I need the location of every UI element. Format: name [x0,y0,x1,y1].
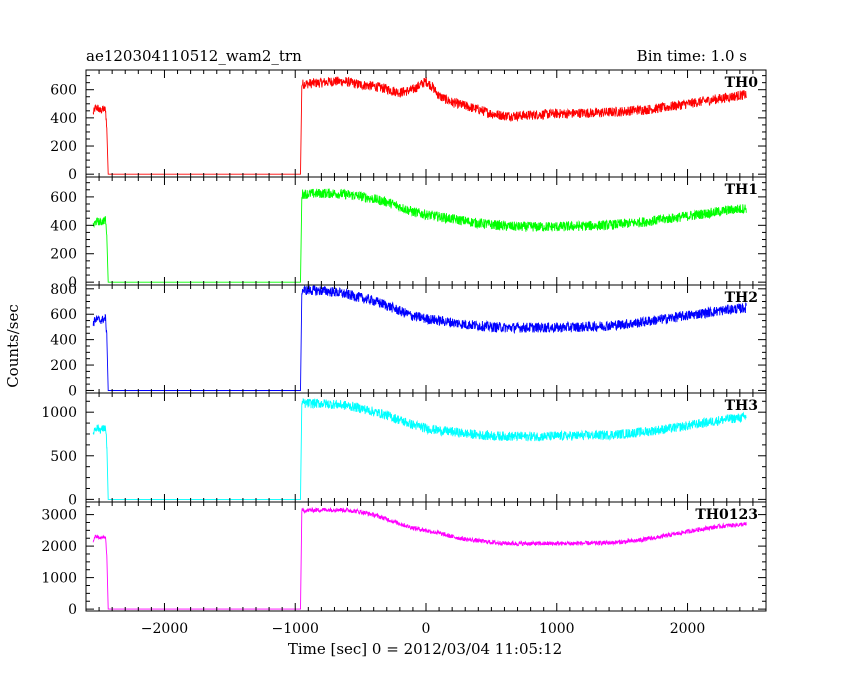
panel-th2: 0 200 400 600 800 TH2 [50,282,767,399]
y-tick-label: 400 [50,333,77,349]
series-line-th1 [92,188,747,283]
x-tick-label: 2000 [670,621,706,637]
series-line-th0 [92,76,747,175]
bin-time-label: Bin time: 1.0 s [637,47,747,65]
panel-label-th3: TH3 [725,398,758,414]
series-line-th3 [92,397,747,500]
y-tick-label: 200 [50,358,77,374]
panel-frame [85,392,767,503]
x-tick-label: 0 [422,621,431,637]
y-tick-label: 200 [50,247,77,263]
x-axis-label: Time [sec] 0 = 2012/03/04 11:05:12 [288,640,562,658]
y-tick-label: 600 [50,190,77,206]
y-tick-label: 500 [50,449,77,465]
panel-frame [85,69,767,178]
chart-title: ae120304110512_wam2_trn [86,47,302,65]
y-tick-label: 0 [68,492,77,508]
y-tick-label: 800 [50,282,77,298]
y-tick-label: 0 [68,383,77,399]
panel-label-th2: TH2 [725,290,758,306]
y-tick-label: 0 [68,602,77,618]
panel-label-th1: TH1 [725,182,758,198]
y-tick-label: 0 [68,167,77,183]
series-line-th2 [92,285,747,391]
x-axis-tick-labels: −2000 −1000 0 1000 2000 [141,621,706,637]
y-tick-label: 400 [50,111,77,127]
x-tick-label: −2000 [141,621,188,637]
panel-th0123: 0 1000 2000 3000 TH0123 [41,501,767,618]
y-tick-label: 600 [50,83,77,99]
x-tick-label: 1000 [539,621,575,637]
panel-frame [85,284,767,394]
panel-th3: 0 500 1000 TH3 [41,392,767,508]
panel-frame [85,501,767,612]
series-line-th0123 [92,507,747,610]
x-tick-label: −1000 [272,621,319,637]
y-tick-label: 200 [50,139,77,155]
y-tick-label: 3000 [41,508,77,524]
y-tick-label: 0 [68,275,77,291]
y-tick-label: 600 [50,307,77,323]
panel-th1: 0 200 400 600 TH1 [50,176,767,291]
panel-label-th0: TH0 [725,75,759,91]
y-axis-label: Counts/sec [4,304,22,388]
y-tick-label: 1000 [41,405,77,421]
panel-label-th0123: TH0123 [695,507,758,523]
y-tick-label: 2000 [41,539,77,555]
y-tick-label: 400 [50,218,77,234]
panel-frame [85,176,767,286]
panels: 0 200 400 600 TH0 0 200 400 600 TH1 0 200 400 600 800 T… [41,69,767,618]
y-tick-label: 1000 [41,571,77,587]
panel-th0: 0 200 400 600 TH0 [50,69,767,183]
